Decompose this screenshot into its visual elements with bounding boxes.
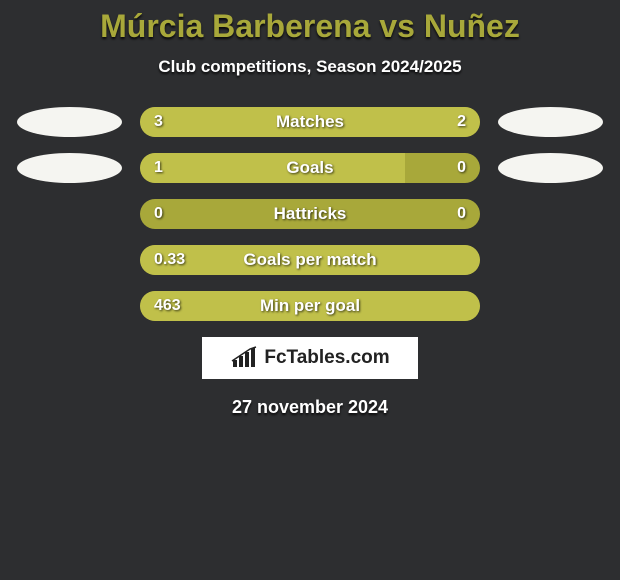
- logo-box: FcTables.com: [202, 337, 418, 379]
- oval-spacer: [17, 245, 122, 275]
- oval-spacer: [17, 199, 122, 229]
- comparison-rows: 32Matches 10Goals 00Hattricks 0.33Goals per…: [0, 107, 620, 321]
- stat-label: Goals: [140, 153, 480, 183]
- stat-bar: 32Matches: [140, 107, 480, 137]
- left-oval: [17, 107, 122, 137]
- oval-spacer: [498, 291, 603, 321]
- oval-spacer: [17, 291, 122, 321]
- page-title: Múrcia Barberena vs Nuñez: [0, 0, 620, 45]
- stat-row: 463Min per goal: [0, 291, 620, 321]
- stat-bar: 0.33Goals per match: [140, 245, 480, 275]
- oval-spacer: [498, 199, 603, 229]
- stat-row: 00Hattricks: [0, 199, 620, 229]
- logo-text: FcTables.com: [264, 347, 389, 369]
- bar-chart-icon: [230, 346, 258, 370]
- stat-bar: 10Goals: [140, 153, 480, 183]
- stat-label: Hattricks: [140, 199, 480, 229]
- date-label: 27 november 2024: [0, 397, 620, 418]
- stat-label: Matches: [140, 107, 480, 137]
- stat-label: Goals per match: [140, 245, 480, 275]
- stat-row: 10Goals: [0, 153, 620, 183]
- stat-label: Min per goal: [140, 291, 480, 321]
- subtitle: Club competitions, Season 2024/2025: [0, 57, 620, 77]
- stat-row: 0.33Goals per match: [0, 245, 620, 275]
- oval-spacer: [498, 245, 603, 275]
- right-oval: [498, 153, 603, 183]
- stat-bar: 463Min per goal: [140, 291, 480, 321]
- stat-bar: 00Hattricks: [140, 199, 480, 229]
- left-oval: [17, 153, 122, 183]
- right-oval: [498, 107, 603, 137]
- stat-row: 32Matches: [0, 107, 620, 137]
